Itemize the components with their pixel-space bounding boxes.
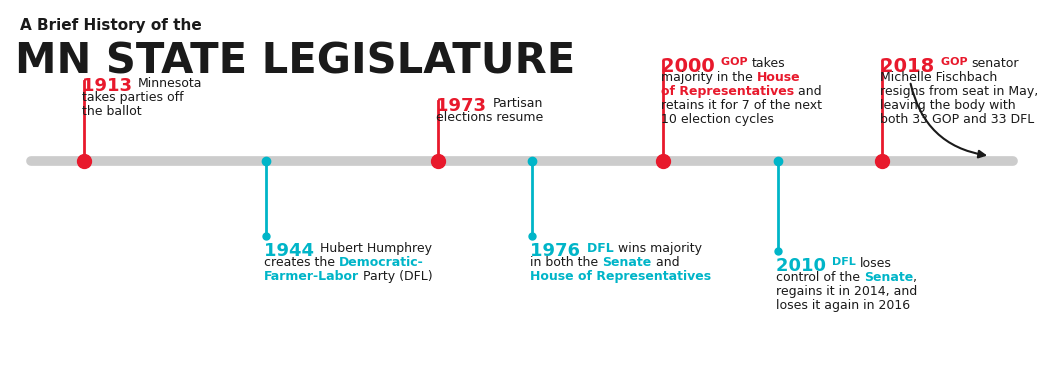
Text: 1913: 1913 — [81, 77, 138, 95]
Text: of Representatives: of Representatives — [661, 85, 794, 98]
Text: DFL: DFL — [587, 242, 618, 255]
Text: DFL: DFL — [832, 257, 859, 267]
Text: majority in the: majority in the — [661, 71, 757, 84]
Text: loses it again in 2016: loses it again in 2016 — [776, 299, 910, 312]
Text: 1976: 1976 — [530, 242, 587, 260]
Text: leaving the body with: leaving the body with — [880, 99, 1016, 112]
Text: MN STATE LEGISLATURE: MN STATE LEGISLATURE — [15, 40, 575, 82]
Text: and: and — [794, 85, 822, 98]
Text: GOP: GOP — [721, 57, 752, 67]
Text: House of Representatives: House of Representatives — [530, 270, 712, 283]
Text: senator: senator — [972, 57, 1019, 70]
Text: in both the: in both the — [530, 256, 602, 269]
Text: retains it for 7 of the next: retains it for 7 of the next — [661, 99, 822, 112]
Text: Michelle Fischbach: Michelle Fischbach — [880, 71, 997, 84]
Text: 2018: 2018 — [880, 57, 942, 76]
Text: Minnesota: Minnesota — [138, 77, 203, 90]
Text: takes: takes — [752, 57, 785, 70]
Text: 1973: 1973 — [436, 97, 493, 115]
Text: 2010: 2010 — [776, 257, 832, 275]
Text: 2000: 2000 — [661, 57, 721, 76]
Text: both 33 GOP and 33 DFL: both 33 GOP and 33 DFL — [880, 113, 1035, 126]
Text: Party (DFL): Party (DFL) — [359, 270, 433, 283]
Text: GOP: GOP — [942, 57, 972, 67]
Text: A Brief History of the: A Brief History of the — [20, 18, 201, 33]
Text: resigns from seat in May,: resigns from seat in May, — [880, 85, 1039, 98]
Text: Senate: Senate — [863, 271, 914, 284]
Text: regains it in 2014, and: regains it in 2014, and — [776, 285, 917, 298]
Text: the ballot: the ballot — [81, 105, 141, 118]
Text: 10 election cycles: 10 election cycles — [661, 113, 774, 126]
Text: takes parties off: takes parties off — [81, 91, 183, 104]
Text: wins majority: wins majority — [618, 242, 702, 255]
Text: Farmer-Labor: Farmer-Labor — [264, 270, 359, 283]
Text: creates the: creates the — [264, 256, 339, 269]
Text: 1944: 1944 — [264, 242, 321, 260]
Text: ,: , — [914, 271, 917, 284]
Text: and: and — [651, 256, 680, 269]
Text: House: House — [757, 71, 801, 84]
Text: Senate: Senate — [602, 256, 651, 269]
Text: Partisan: Partisan — [493, 97, 543, 110]
Text: loses: loses — [859, 257, 892, 270]
Text: Democratic-: Democratic- — [339, 256, 424, 269]
Text: Hubert Humphrey: Hubert Humphrey — [321, 242, 432, 255]
Text: control of the: control of the — [776, 271, 863, 284]
Text: elections resume: elections resume — [436, 111, 544, 124]
